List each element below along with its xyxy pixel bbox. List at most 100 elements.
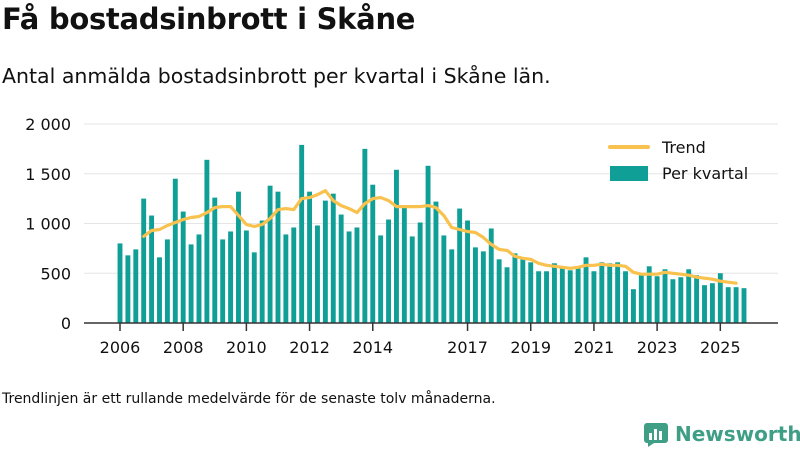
bar: [362, 148, 368, 323]
bar: [709, 283, 715, 323]
bar: [236, 191, 241, 323]
bar: [157, 257, 162, 323]
footnote: Trendlinjen är ett rullande medelvärde f…: [2, 391, 496, 407]
bar: [567, 270, 573, 323]
bar: [678, 277, 684, 323]
bar: [670, 279, 676, 323]
bar: [401, 206, 407, 323]
bar: [575, 268, 581, 323]
legend: Trend Per kvartal: [608, 138, 748, 183]
bar: [741, 288, 747, 323]
y-tick-label: 1 000: [25, 215, 71, 234]
bar-chart: 0 500 1 000 1 500 2 000 2006 2008 2010 2012 2014…: [25, 115, 778, 357]
x-tick-label: 2025: [700, 338, 741, 357]
bar: [551, 263, 557, 323]
bar: [520, 259, 526, 323]
x-axis-ticks: 2006 2008 2010 2012 2014 2017 2019 2021 2023 2025: [100, 323, 741, 357]
x-tick-label: 2017: [447, 338, 488, 357]
bar: [472, 247, 478, 323]
bar: [496, 259, 502, 323]
bar: [133, 249, 139, 323]
bar: [630, 289, 636, 323]
bar: [315, 225, 320, 323]
bar: [441, 235, 447, 323]
bar: [623, 271, 628, 323]
bar: [662, 269, 668, 323]
x-tick-label: 2012: [289, 338, 330, 357]
bars-per-kvartal: [117, 144, 747, 323]
bar: [559, 266, 565, 323]
bar: [204, 159, 210, 323]
x-tick-label: 2014: [352, 338, 393, 357]
bar: [583, 257, 589, 323]
bar: [330, 193, 336, 323]
trend-line: [142, 189, 738, 285]
bar: [654, 276, 660, 323]
bar: [172, 178, 178, 323]
bar: [149, 215, 155, 323]
x-tick-label: 2019: [510, 338, 551, 357]
y-tick-label: 0: [61, 314, 71, 333]
chart-subtitle: Antal anmälda bostadsinbrott per kvartal…: [2, 64, 551, 88]
bar: [180, 211, 186, 323]
bar: [322, 200, 328, 323]
bar: [615, 262, 621, 323]
bar: [433, 201, 439, 323]
bar: [346, 231, 352, 323]
newsworthy-logo[interactable]: Newsworthy: [643, 419, 800, 449]
bar: [354, 227, 360, 323]
bar: [125, 255, 131, 323]
bar: [536, 271, 542, 323]
y-tick-label: 1 500: [25, 165, 71, 184]
legend-trend-label: Trend: [661, 138, 706, 157]
bar: [607, 263, 613, 323]
x-tick-label: 2006: [100, 338, 141, 357]
x-tick-label: 2023: [637, 338, 678, 357]
bar: [409, 236, 415, 323]
bar: [544, 271, 549, 323]
bar: [488, 228, 494, 323]
bar: [528, 262, 534, 323]
bar: [425, 165, 431, 323]
newsworthy-logo-icon: [644, 423, 668, 447]
bar: [338, 214, 344, 323]
bar: [599, 262, 605, 323]
bar: [386, 219, 392, 323]
bar: [638, 274, 644, 323]
bar: [307, 191, 313, 323]
bar: [228, 231, 234, 323]
x-tick-label: 2021: [574, 338, 615, 357]
bar: [196, 234, 202, 323]
bar: [394, 169, 399, 323]
trend-series: [142, 189, 738, 285]
bar: [141, 198, 147, 323]
bar: [417, 222, 423, 323]
bar: [717, 273, 723, 323]
bar: [512, 253, 518, 323]
bar: [299, 144, 305, 323]
bar: [702, 285, 707, 323]
bar: [283, 234, 289, 323]
bar: [212, 197, 218, 323]
bar: [188, 244, 194, 323]
chart-title: Få bostadsinbrott i Skåne: [2, 2, 416, 36]
x-tick-label: 2008: [163, 338, 204, 357]
y-tick-label: 2 000: [25, 115, 71, 134]
bar: [275, 191, 281, 323]
bar: [370, 184, 376, 323]
bar: [646, 266, 652, 323]
bar: [378, 235, 384, 323]
bar: [259, 220, 265, 323]
bar: [504, 267, 510, 323]
bar: [694, 275, 700, 323]
legend-per-kvartal-swatch: [610, 166, 648, 181]
bar: [267, 185, 273, 323]
bar: [480, 251, 486, 323]
bar: [465, 220, 470, 323]
bar: [220, 239, 226, 323]
bar: [457, 208, 463, 323]
bar: [725, 287, 731, 323]
bar: [251, 252, 257, 323]
bar: [686, 269, 692, 323]
x-tick-label: 2010: [226, 338, 267, 357]
